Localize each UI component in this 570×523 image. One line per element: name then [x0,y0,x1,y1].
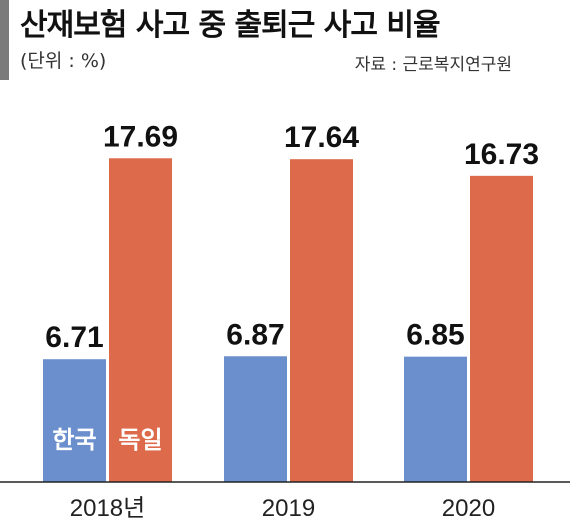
chart-title: 산재보험 사고 중 출퇴근 사고 비율 [20,8,441,43]
title-accent-bar [0,0,9,80]
bar-germany-1 [290,159,353,483]
bars-group [43,158,533,483]
x-tick-label: 2019 [262,495,315,522]
bar-korea-2 [404,356,467,482]
legend-label-germany: 독일 [118,426,162,454]
bar-korea-0 [43,359,106,482]
labels-group: 6.71 17.69 2018년 6.87 17.64 2019 6.85 16.73 2020… [45,120,539,522]
bar-korea-1 [224,356,287,482]
data-label: 17.64 [284,121,359,154]
source-label: 자료 : 근로복지연구원 [354,55,512,75]
data-label: 17.69 [103,120,178,153]
bar-germany-0 [109,158,172,482]
data-label: 16.73 [464,138,539,171]
data-label: 6.85 [406,319,464,352]
x-tick-label: 2020 [442,495,495,522]
unit-label: (단위 : %) [20,50,107,72]
data-label: 6.71 [45,321,103,354]
bar-germany-2 [470,175,533,482]
x-tick-label: 2018년 [70,495,145,522]
legend-label-korea: 한국 [52,426,96,454]
data-label: 6.87 [226,318,284,351]
